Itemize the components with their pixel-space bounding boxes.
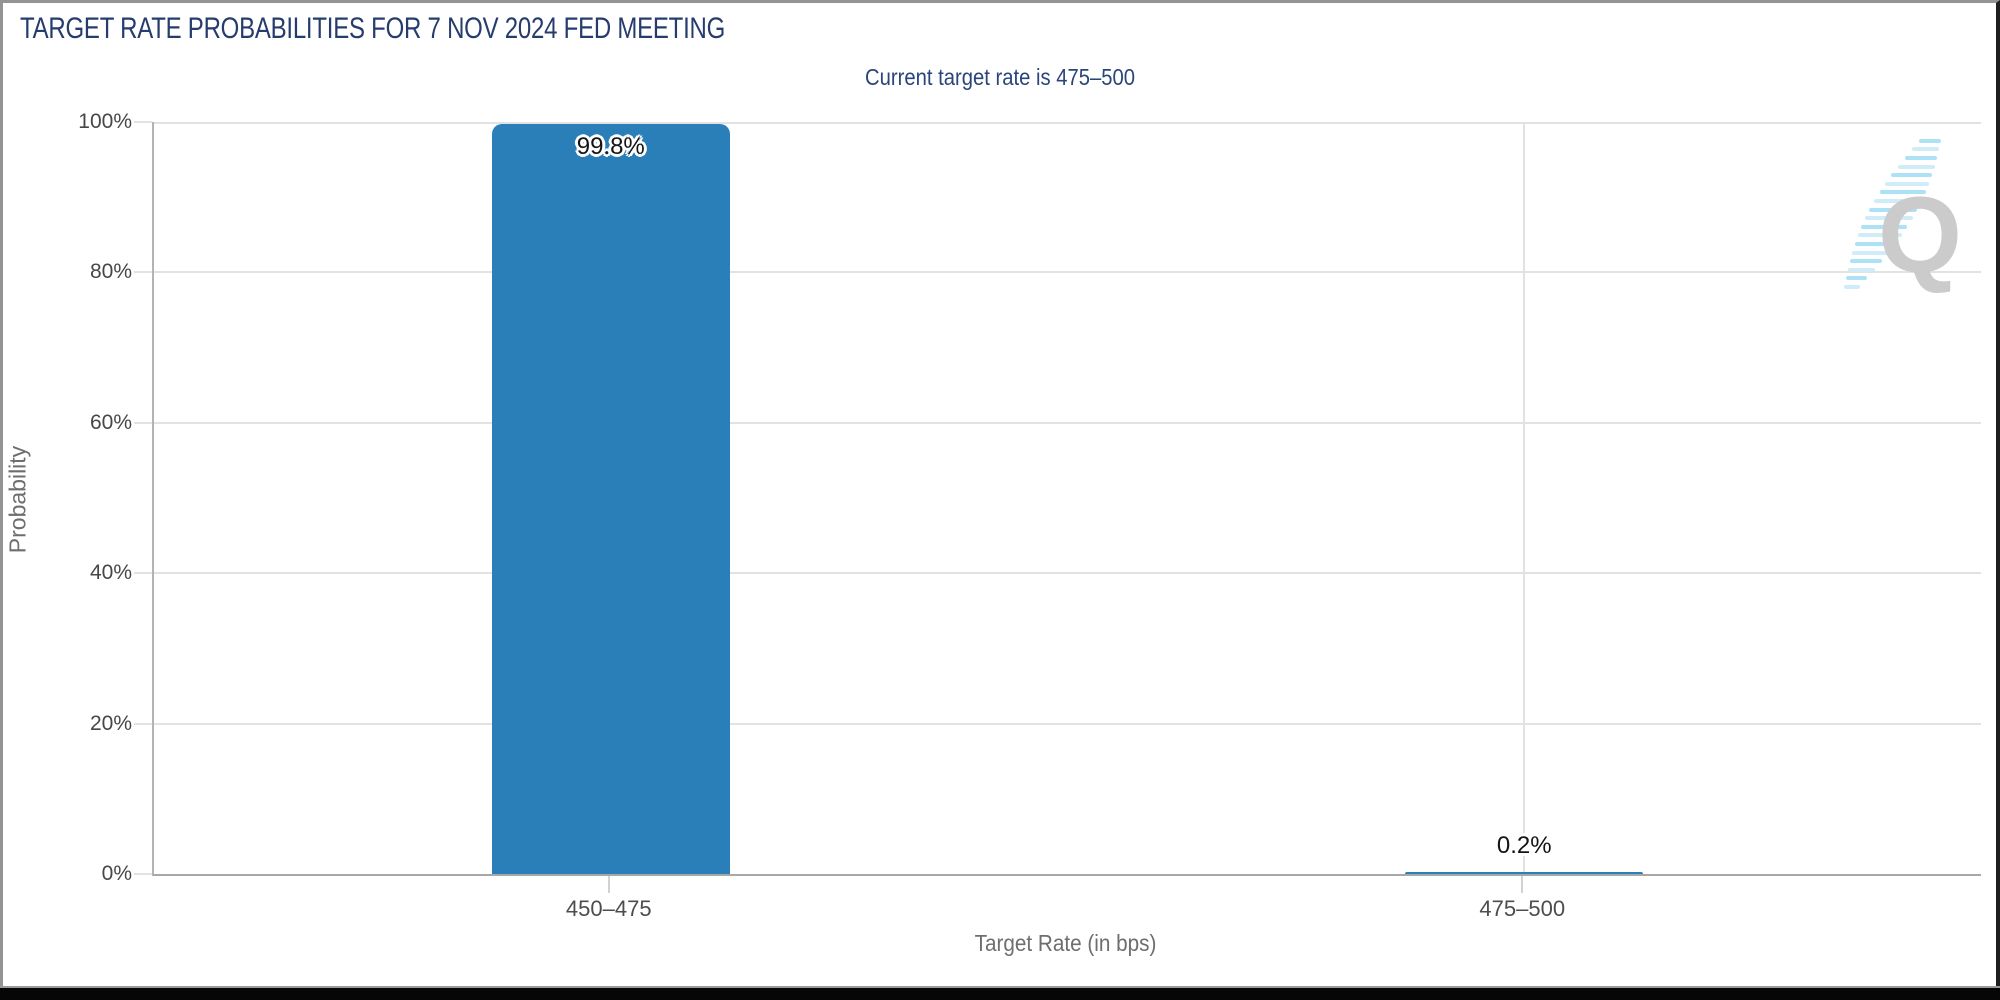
bar-value-label: 0.2%: [1496, 832, 1552, 859]
watermark-dash: [1861, 224, 1908, 229]
x-axis-tick: [607, 876, 610, 893]
y-axis-tick: [134, 722, 152, 725]
probability-bar[interactable]: [1405, 872, 1644, 874]
watermark-dash: [1904, 156, 1938, 160]
watermark-dash: [1911, 147, 1940, 152]
y-axis-tick-label: 40%: [89, 561, 132, 585]
watermark-dash: [1885, 181, 1930, 186]
window-bottom-edge: [0, 986, 2000, 1000]
watermark-q-letter-icon: Q: [1877, 174, 1962, 295]
y-axis-tick-label: 0%: [101, 862, 132, 885]
watermark-dash: [1919, 138, 1942, 143]
y-axis-tick-label: 60%: [89, 410, 132, 434]
y-axis-tick: [134, 271, 152, 274]
x-axis-tick-label: 475–500: [1479, 896, 1566, 921]
watermark-dash: [1851, 250, 1889, 255]
y-gridline: [154, 572, 1981, 575]
y-axis-tick-label: 80%: [89, 260, 132, 284]
chart-title: TARGET RATE PROBABILITIES FOR 7 NOV 2024…: [20, 12, 726, 45]
watermark-dash: [1857, 233, 1902, 238]
y-axis-tick-label: 100%: [78, 110, 132, 133]
y-gridline: [154, 122, 1981, 124]
x-axis-title: Target Rate (in bps): [974, 930, 1157, 956]
x-axis-tick: [1521, 876, 1524, 893]
x-gridline: [1523, 122, 1526, 874]
watermark-dash: [1845, 276, 1868, 281]
y-gridline: [154, 271, 1981, 274]
y-axis-tick: [134, 572, 152, 575]
y-axis-tick: [134, 421, 152, 424]
watermark-dash: [1891, 173, 1933, 178]
watermark-dash: [1847, 267, 1875, 272]
x-axis-tick-label: 450–475: [565, 896, 652, 921]
chart-subtitle: Current target rate is 475–500: [864, 64, 1136, 90]
bar-value-label: 99.8%: [576, 133, 645, 160]
watermark-dash: [1854, 242, 1896, 246]
watermark-dash: [1874, 199, 1922, 203]
plot-area: 99.8% 0.2%: [152, 122, 1981, 876]
y-gridline: [154, 421, 1981, 424]
watermark-dash: [1897, 164, 1935, 169]
watermark-dash: [1849, 259, 1882, 264]
y-axis-tick: [134, 873, 152, 875]
y-axis-title: Probability: [4, 445, 31, 554]
y-axis-tick-label: 20%: [89, 711, 132, 735]
watermark-dash: [1865, 216, 1913, 221]
watermark-dash: [1879, 190, 1926, 195]
y-gridline: [154, 722, 1981, 725]
quikstrike-logo-watermark: Q: [1838, 122, 1968, 297]
watermark-dash: [1869, 207, 1918, 212]
y-axis-tick: [134, 121, 152, 123]
watermark-dash: [1844, 285, 1860, 289]
probability-bar[interactable]: [491, 124, 730, 874]
